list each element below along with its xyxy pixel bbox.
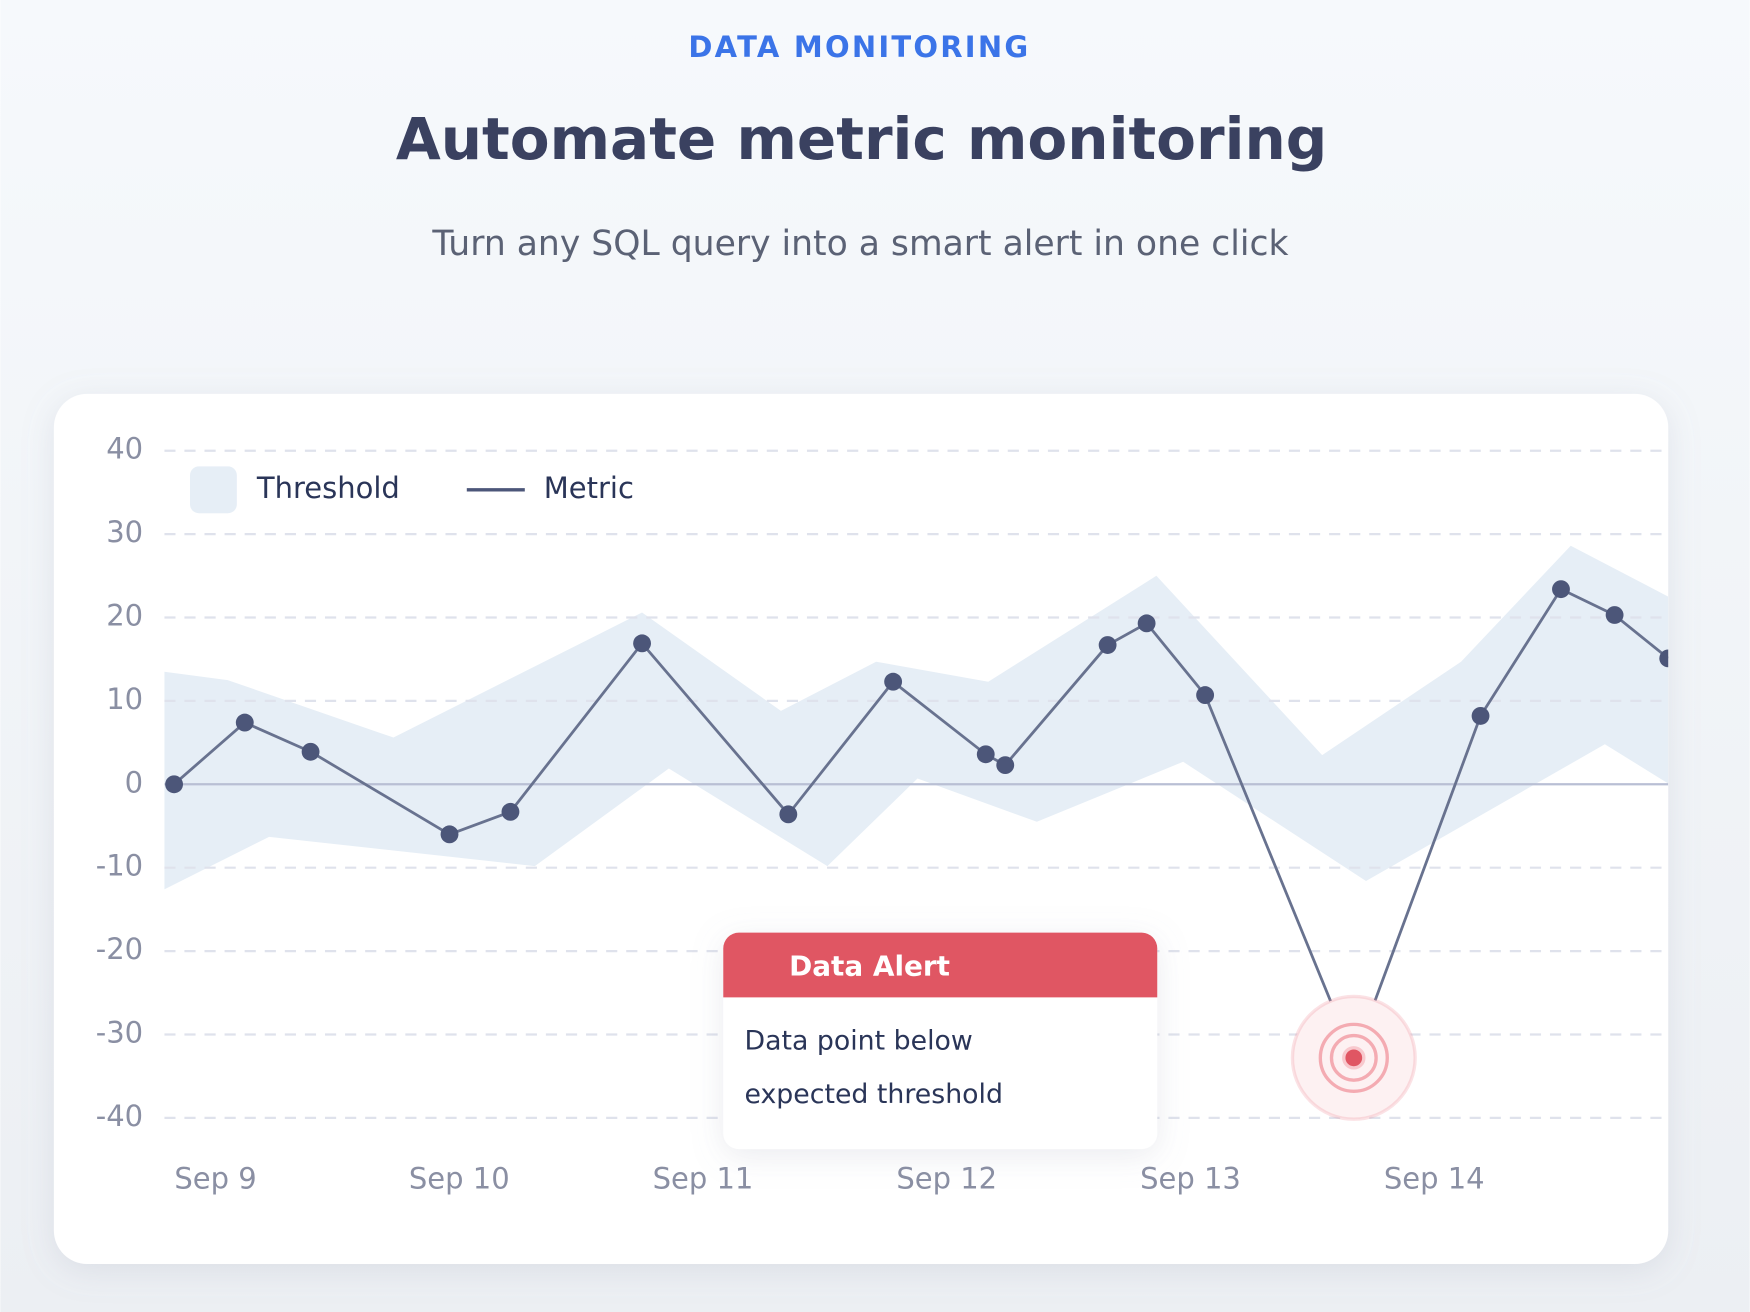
metric-point (779, 805, 798, 824)
alert-ring (1318, 1022, 1389, 1093)
y-tick-label: -40 (96, 1099, 143, 1133)
metric-point (1605, 606, 1624, 624)
metric-point (501, 802, 520, 821)
metric-point (440, 825, 459, 844)
x-tick-label: Sep 10 (409, 1161, 510, 1195)
legend-label: Metric (544, 471, 634, 505)
x-tick-label: Sep 11 (653, 1161, 754, 1195)
x-tick-label: Sep 14 (1384, 1161, 1485, 1195)
legend: Threshold Metric (189, 466, 634, 514)
alert-ring (1329, 1033, 1378, 1082)
y-tick-label: 30 (106, 515, 143, 549)
x-tick-label: Sep 12 (896, 1161, 997, 1195)
legend-label: Threshold (256, 471, 400, 505)
alert-text: expected threshold (744, 1079, 1003, 1110)
alert-header (723, 932, 1158, 998)
metric-point (1196, 686, 1215, 704)
x-tick-label: Sep 9 (174, 1161, 256, 1195)
y-tick-label: 20 (106, 599, 143, 633)
x-tick-label: Sep 13 (1140, 1161, 1241, 1195)
alert-point (1342, 1046, 1366, 1070)
metric-point (301, 742, 320, 761)
metric-line (173, 587, 1669, 1060)
y-tick-label: 0 (125, 765, 143, 799)
y-tick-label: -10 (96, 849, 143, 883)
legend-swatch (189, 466, 237, 514)
metric-point (235, 713, 254, 732)
page-title: Automate metric monitoring (396, 105, 1327, 173)
axes: -40 -30 -20 -10 0 10 20 30 40 Sep 9 Sep 10 Sep 11 Se… (96, 432, 1485, 1196)
alert-text: Data point below (744, 1026, 972, 1057)
subtitle: Turn any SQL query into a smart alert in… (431, 224, 1288, 264)
alert-card: Data Alert Data point below expected thr… (723, 932, 1158, 1150)
y-tick-label: 10 (106, 682, 143, 716)
metric-point (165, 775, 184, 794)
metric-point (1552, 580, 1570, 599)
metric-point (633, 634, 651, 653)
metric-point (1137, 614, 1156, 633)
plot-area (164, 449, 1669, 1121)
alert-title: Data Alert (789, 949, 950, 982)
y-tick-label: -30 (96, 1015, 143, 1049)
metric-point (884, 672, 903, 691)
metric-point (1659, 649, 1669, 668)
metric-point (976, 745, 995, 764)
threshold-band (164, 545, 1669, 890)
y-tick-label: -20 (96, 932, 143, 966)
metric-point (1098, 636, 1117, 654)
eyebrow: DATA MONITORING (688, 30, 1030, 64)
metric-point (1471, 706, 1490, 725)
y-tick-label: 40 (106, 432, 143, 466)
metric-point (996, 756, 1015, 775)
